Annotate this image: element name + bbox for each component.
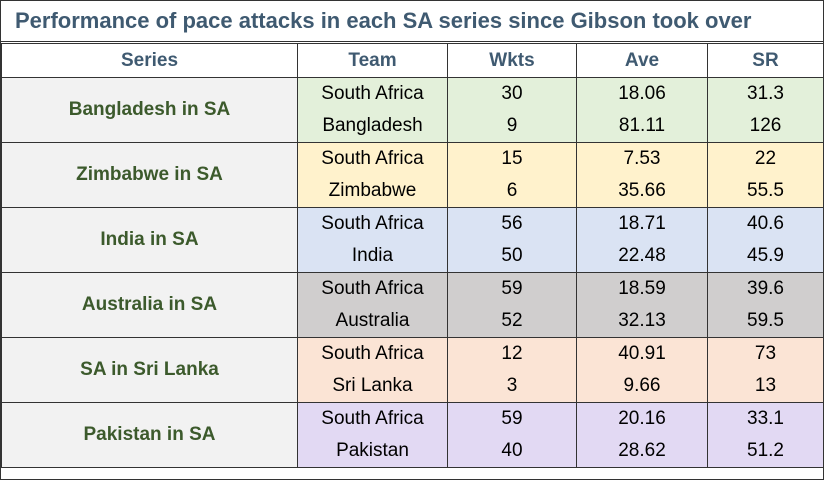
cell-wkts: 9 <box>447 110 577 143</box>
cell-team: Zimbabwe <box>297 175 448 208</box>
cell-ave: 9.66 <box>576 370 708 403</box>
cell-ave: 20.16 <box>576 402 708 435</box>
cell-sr: 22 <box>707 142 824 175</box>
cell-sr: 31.3 <box>707 77 824 110</box>
cell-team: South Africa <box>297 402 448 435</box>
cell-team: Australia <box>297 305 448 338</box>
series-name: Pakistan in SA <box>1 402 298 468</box>
table-row: SA in Sri Lanka South Africa 12 40.91 73 <box>1 337 824 403</box>
cell-sr: 55.5 <box>707 175 824 208</box>
cell-sr: 51.2 <box>707 435 824 468</box>
cell-sr: 40.6 <box>707 207 824 240</box>
stats-table: Series Team Wkts Ave SR Bangladesh in SA… <box>1 43 824 468</box>
cell-ave: 40.91 <box>576 337 708 370</box>
series-name: India in SA <box>1 207 298 273</box>
series-name: Australia in SA <box>1 272 298 338</box>
header-sr: SR <box>707 43 824 78</box>
cell-wkts: 30 <box>447 77 577 110</box>
cell-ave: 32.13 <box>576 305 708 338</box>
cell-wkts: 40 <box>447 435 577 468</box>
cell-sr: 59.5 <box>707 305 824 338</box>
table-row: India in SA South Africa 56 18.71 40.6 <box>1 207 824 273</box>
cell-wkts: 3 <box>447 370 577 403</box>
table-row: Zimbabwe in SA South Africa 15 7.53 22 <box>1 142 824 208</box>
cell-team: South Africa <box>297 77 448 110</box>
cell-wkts: 59 <box>447 402 577 435</box>
cell-team: Sri Lanka <box>297 370 448 403</box>
table-row: Australia 52 32.13 59.5 <box>2 305 824 338</box>
cell-ave: 18.06 <box>576 77 708 110</box>
cell-sr: 39.6 <box>707 272 824 305</box>
cell-team: South Africa <box>297 272 448 305</box>
cell-wkts: 59 <box>447 272 577 305</box>
cell-wkts: 56 <box>447 207 577 240</box>
series-name: Bangladesh in SA <box>1 77 298 143</box>
cell-wkts: 12 <box>447 337 577 370</box>
cell-ave: 7.53 <box>576 142 708 175</box>
table-row: Pakistan in SA South Africa 59 20.16 33.1 <box>1 402 824 468</box>
cell-wkts: 15 <box>447 142 577 175</box>
table-body: Bangladesh in SA South Africa 30 18.06 31.3 B… <box>1 77 824 468</box>
cell-wkts: 6 <box>447 175 577 208</box>
cell-team: Pakistan <box>297 435 448 468</box>
cell-ave: 18.71 <box>576 207 708 240</box>
header-row: Series Team Wkts Ave SR <box>1 43 824 78</box>
table-row: Sri Lanka 3 9.66 13 <box>2 370 824 403</box>
cell-ave: 18.59 <box>576 272 708 305</box>
table-title: Performance of pace attacks in each SA s… <box>1 1 823 42</box>
table-row: Australia in SA South Africa 59 18.59 39.6 <box>1 272 824 338</box>
cell-ave: 81.11 <box>576 110 708 143</box>
cell-team: South Africa <box>297 142 448 175</box>
cell-wkts: 52 <box>447 305 577 338</box>
cell-sr: 13 <box>707 370 824 403</box>
cell-wkts: 50 <box>447 240 577 273</box>
cell-ave: 35.66 <box>576 175 708 208</box>
table-row: Bangladesh 9 81.11 126 <box>2 110 824 143</box>
table-row: Bangladesh in SA South Africa 30 18.06 31.3 <box>1 77 824 143</box>
header-team: Team <box>297 43 448 78</box>
cell-ave: 28.62 <box>576 435 708 468</box>
table-row: Pakistan 40 28.62 51.2 <box>2 435 824 468</box>
cell-team: South Africa <box>297 207 448 240</box>
cell-sr: 45.9 <box>707 240 824 273</box>
cell-team: India <box>297 240 448 273</box>
cell-team: South Africa <box>297 337 448 370</box>
cell-ave: 22.48 <box>576 240 708 273</box>
cell-sr: 33.1 <box>707 402 824 435</box>
header-series: Series <box>1 43 298 78</box>
cell-team: Bangladesh <box>297 110 448 143</box>
series-name: SA in Sri Lanka <box>1 337 298 403</box>
header-ave: Ave <box>576 43 708 78</box>
table-row: Zimbabwe 6 35.66 55.5 <box>2 175 824 208</box>
header-wkts: Wkts <box>447 43 577 78</box>
series-name: Zimbabwe in SA <box>1 142 298 208</box>
cell-sr: 73 <box>707 337 824 370</box>
cell-sr: 126 <box>707 110 824 143</box>
